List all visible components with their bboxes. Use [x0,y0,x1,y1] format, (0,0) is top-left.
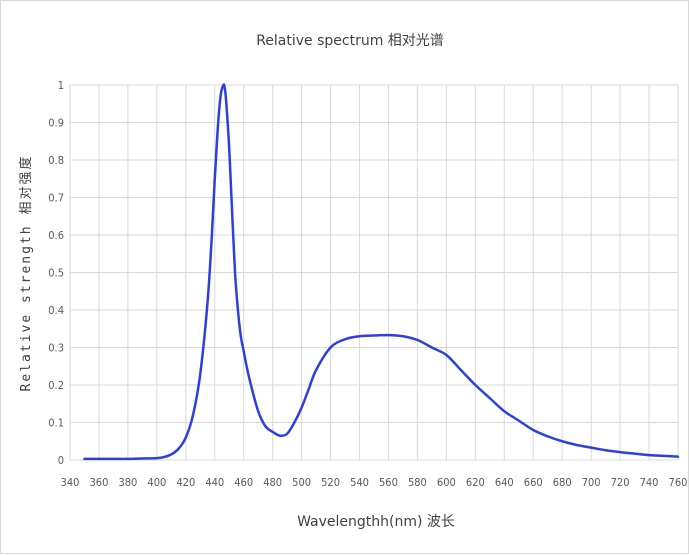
x-tick-label: 660 [524,476,543,489]
y-tick-label: 0.1 [48,417,64,430]
x-tick-label: 460 [234,476,253,489]
x-tick-label: 440 [205,476,224,489]
horizontal-gridlines [70,84,678,461]
y-tick-label: 0.3 [48,342,64,355]
x-tick-label: 600 [437,476,456,489]
x-tick-label: 360 [90,476,109,489]
y-tick-label: 0.5 [48,267,64,280]
y-tick-labels: 0 0.1 0.2 0.3 0.4 0.5 0.6 0.7 0.8 0.9 1 [48,79,64,467]
x-tick-label: 560 [379,476,398,489]
y-tick-label: 0 [58,454,64,467]
y-axis-label: Relative strength 相对强度 [18,155,34,392]
chart-title: Relative spectrum 相对光谱 [256,33,444,49]
x-tick-label: 500 [292,476,311,489]
y-tick-label: 0.7 [48,192,64,205]
y-tick-label: 0.9 [48,117,64,130]
y-tick-label: 1 [58,79,64,92]
x-tick-label: 680 [553,476,572,489]
x-tick-label: 700 [582,476,601,489]
x-tick-label: 580 [408,476,427,489]
x-tick-label: 740 [640,476,659,489]
y-tick-label: 0.4 [48,304,64,317]
y-tick-label: 0.8 [48,154,64,167]
x-tick-labels: 340 360 380 400 420 440 460 480 500 520 540 560 580 6… [61,476,688,489]
x-tick-label: 620 [466,476,485,489]
x-tick-label: 400 [147,476,166,489]
x-tick-label: 380 [118,476,137,489]
x-tick-label: 520 [321,476,340,489]
x-tick-label: 760 [669,476,688,489]
spectrum-series-line [83,83,680,461]
y-tick-label: 0.2 [48,379,64,392]
x-tick-label: 640 [495,476,514,489]
y-tick-label: 0.6 [48,229,64,242]
x-axis-label: Wavelengthh(nm) 波长 [297,514,455,530]
x-tick-label: 340 [61,476,80,489]
x-tick-label: 420 [176,476,195,489]
x-tick-label: 720 [611,476,630,489]
x-tick-label: 480 [263,476,282,489]
x-tick-label: 540 [350,476,369,489]
